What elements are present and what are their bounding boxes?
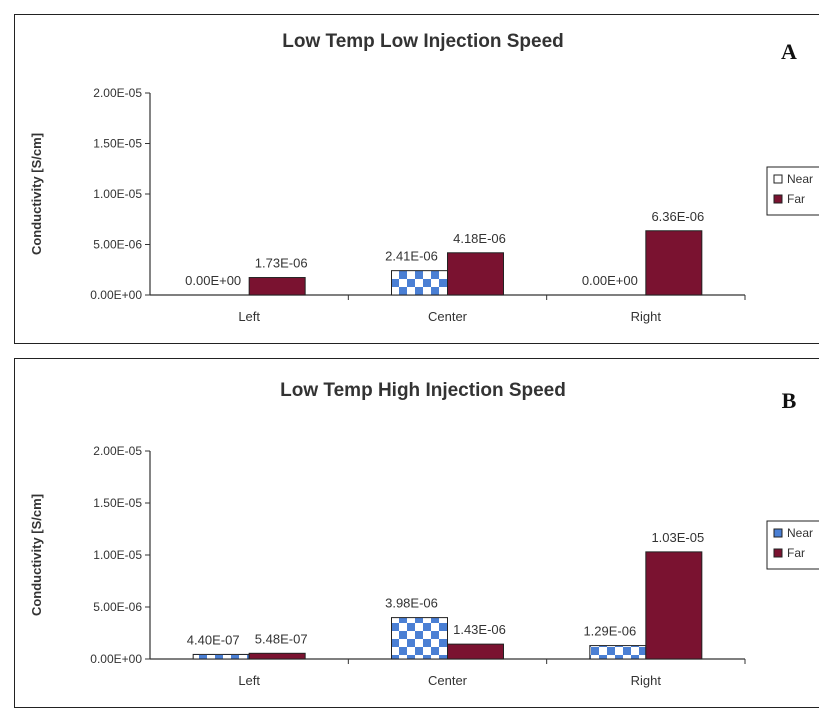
chart-a-title: Low Temp Low Injection Speed — [282, 31, 564, 52]
chart-a-legend: Near Far — [766, 166, 819, 216]
chart-b-data-label: 1.43E-06 — [453, 622, 506, 637]
chart-b-svg: Low Temp High Injection Speed B Conductivi… — [29, 380, 819, 688]
chart-a-legend-swatch-far — [773, 194, 783, 204]
chart-a-category-label: Left — [238, 309, 260, 324]
chart-a-data-label: 6.36E-06 — [651, 209, 704, 224]
chart-b-data-label: 1.03E-05 — [651, 530, 704, 545]
chart-b-data-label: 1.29E-06 — [583, 624, 636, 639]
chart-b-legend-swatch-near — [773, 528, 783, 538]
chart-b-bar-near-right — [589, 645, 647, 660]
chart-a-category-label: Center — [428, 309, 468, 324]
chart-b-y-tick-label: 1.00E-05 — [93, 548, 142, 562]
chart-b-bar-near-center — [391, 617, 448, 660]
chart-a-bar-far-center — [447, 252, 504, 296]
chart-b-category-label: Left — [238, 673, 260, 688]
chart-b-y-tick-label: 2.00E-05 — [93, 444, 142, 458]
chart-b-title: Low Temp High Injection Speed — [280, 380, 566, 401]
chart-b-data-label: 5.48E-07 — [255, 631, 308, 646]
chart-b-y-tick-label: 0.00E+00 — [90, 652, 142, 666]
chart-b-category-label: Center — [428, 673, 468, 688]
chart-b-data-label: 4.40E-07 — [187, 632, 240, 647]
chart-a-legend-label-near: Near — [787, 172, 813, 186]
chart-b-legend-swatch-far — [773, 548, 783, 558]
chart-a-data-label: 4.18E-06 — [453, 231, 506, 246]
chart-a-y-tick-label: 0.00E+00 — [90, 288, 142, 302]
chart-a-bar-near-center — [391, 270, 448, 296]
chart-b-bar-far-left — [248, 652, 306, 660]
chart-a-ylabel: Conductivity [S/cm] — [29, 133, 44, 255]
chart-b-bar-far-center — [447, 643, 504, 660]
chart-b-y-tick-label: 1.50E-05 — [93, 496, 142, 510]
chart-a-bar-far-right — [645, 230, 703, 296]
chart-a-legend-swatch-near — [773, 174, 783, 184]
chart-panel-b: Low Temp High Injection Speed B Conductivi… — [14, 358, 819, 708]
chart-a-y-tick-label: 5.00E-06 — [93, 238, 142, 252]
chart-panel-a: Low Temp Low Injection Speed A Conductivit… — [14, 14, 819, 344]
chart-a-bar-far-left — [248, 277, 306, 296]
chart-b-ylabel: Conductivity [S/cm] — [29, 494, 44, 616]
chart-b-data-label: 3.98E-06 — [385, 596, 438, 611]
chart-b-y-tick-label: 5.00E-06 — [93, 600, 142, 614]
chart-a-y-tick-label: 1.50E-05 — [93, 137, 142, 151]
chart-a-svg: Low Temp Low Injection Speed A Conductivit… — [29, 31, 819, 324]
chart-a-legend-label-far: Far — [787, 192, 805, 206]
chart-a-y-tick-label: 1.00E-05 — [93, 187, 142, 201]
chart-a-data-label: 1.73E-06 — [255, 256, 308, 271]
chart-b-category-label: Right — [631, 673, 662, 688]
chart-a-panel-letter: A — [781, 39, 797, 64]
chart-b-legend: Near Far — [766, 520, 819, 570]
chart-b-bar-far-right — [645, 551, 703, 660]
chart-a-category-label: Right — [631, 309, 662, 324]
chart-b-legend-label-near: Near — [787, 526, 813, 540]
chart-a-data-label: 0.00E+00 — [185, 273, 241, 288]
chart-b-legend-label-far: Far — [787, 546, 805, 560]
chart-b-panel-letter: B — [782, 388, 797, 413]
chart-a-y-tick-label: 2.00E-05 — [93, 86, 142, 100]
chart-a-data-label: 2.41E-06 — [385, 249, 438, 264]
chart-a-data-label: 0.00E+00 — [582, 273, 638, 288]
chart-b-bar-near-left — [192, 653, 250, 660]
